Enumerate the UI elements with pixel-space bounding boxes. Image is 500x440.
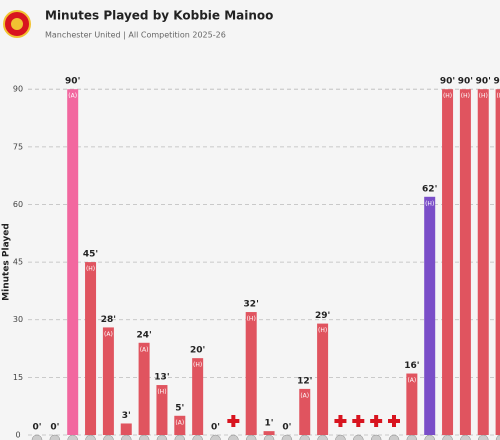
y-tick-label: 30 bbox=[13, 315, 23, 324]
venue-label: (A) bbox=[175, 419, 184, 426]
venue-label: (H) bbox=[496, 93, 500, 100]
bar bbox=[459, 89, 471, 436]
value-label: 90' bbox=[493, 77, 500, 87]
club-logo bbox=[3, 10, 31, 38]
value-label: 16' bbox=[404, 361, 419, 371]
venue-label: (A) bbox=[140, 346, 149, 353]
y-tick-label: 60 bbox=[13, 200, 23, 209]
team-crest bbox=[335, 434, 346, 440]
y-tick-label: 75 bbox=[13, 142, 23, 151]
team-crest bbox=[353, 434, 364, 440]
bar bbox=[406, 373, 418, 435]
team-crest bbox=[370, 434, 382, 440]
value-label: 1' bbox=[265, 419, 274, 429]
team-crest bbox=[281, 434, 293, 440]
value-label: 62' bbox=[422, 184, 437, 194]
bar bbox=[192, 358, 204, 435]
value-label: 28' bbox=[101, 315, 116, 325]
value-label: 13' bbox=[154, 373, 169, 383]
value-label: 12' bbox=[297, 376, 312, 386]
y-tick-label: 45 bbox=[13, 258, 23, 267]
value-label: 3' bbox=[122, 411, 131, 421]
venue-label: (A) bbox=[407, 377, 416, 384]
team-crest bbox=[388, 434, 400, 440]
team-crest bbox=[49, 434, 61, 440]
bar bbox=[317, 323, 329, 435]
team-crest bbox=[228, 434, 239, 440]
y-axis-label: Minutes Played bbox=[2, 223, 12, 301]
bar bbox=[120, 423, 132, 435]
venue-label: (H) bbox=[86, 266, 95, 273]
y-tick-label: 15 bbox=[13, 373, 23, 382]
venue-label: (H) bbox=[443, 93, 452, 100]
value-label: 29' bbox=[315, 311, 330, 321]
venue-label: (H) bbox=[157, 389, 166, 396]
value-label: 90' bbox=[440, 77, 455, 87]
team-crest bbox=[495, 434, 500, 440]
value-label: 90' bbox=[458, 77, 473, 87]
venue-label: (A) bbox=[104, 331, 113, 338]
bar bbox=[85, 262, 97, 435]
venue-label: (H) bbox=[461, 93, 470, 100]
injury-icon bbox=[227, 415, 240, 427]
bar bbox=[424, 196, 436, 435]
bar bbox=[156, 385, 168, 435]
bar bbox=[263, 431, 275, 435]
value-label: 5' bbox=[175, 403, 184, 413]
bar bbox=[442, 89, 454, 436]
y-tick-label: 90 bbox=[13, 85, 23, 94]
value-label: 90' bbox=[476, 77, 491, 87]
venue-label: (H) bbox=[318, 327, 327, 334]
venue-label: (H) bbox=[425, 200, 434, 207]
bar bbox=[67, 89, 79, 436]
value-label: 0' bbox=[32, 423, 41, 433]
bar bbox=[245, 312, 257, 435]
injury-icon bbox=[352, 415, 365, 427]
venue-label: (A) bbox=[68, 93, 77, 100]
value-label: 24' bbox=[136, 330, 151, 340]
team-crest bbox=[31, 434, 43, 440]
value-label: 0' bbox=[211, 423, 220, 433]
bar bbox=[299, 388, 311, 435]
bar bbox=[495, 89, 500, 436]
chart-title: Minutes Played by Kobbie Mainoo bbox=[45, 9, 273, 23]
bar bbox=[102, 327, 114, 435]
value-label: 20' bbox=[190, 346, 205, 356]
chart-subtitle: Manchester United | All Competition 2025… bbox=[45, 31, 226, 40]
injury-icon bbox=[370, 415, 383, 427]
value-label: 32' bbox=[244, 300, 259, 310]
value-label: 90' bbox=[65, 77, 80, 87]
y-tick-label: 0 bbox=[15, 431, 20, 440]
team-crest bbox=[210, 434, 221, 440]
bar bbox=[174, 415, 186, 435]
value-label: 45' bbox=[83, 250, 98, 260]
injury-icon bbox=[388, 415, 400, 427]
venue-label: (H) bbox=[247, 316, 256, 323]
injury-icon bbox=[334, 415, 347, 427]
value-label: 0' bbox=[50, 423, 59, 433]
bar bbox=[477, 89, 489, 436]
venue-label: (A) bbox=[300, 392, 309, 399]
bar bbox=[138, 342, 150, 435]
value-label: 0' bbox=[282, 423, 291, 433]
venue-label: (H) bbox=[193, 362, 202, 369]
venue-label: (H) bbox=[479, 93, 488, 100]
